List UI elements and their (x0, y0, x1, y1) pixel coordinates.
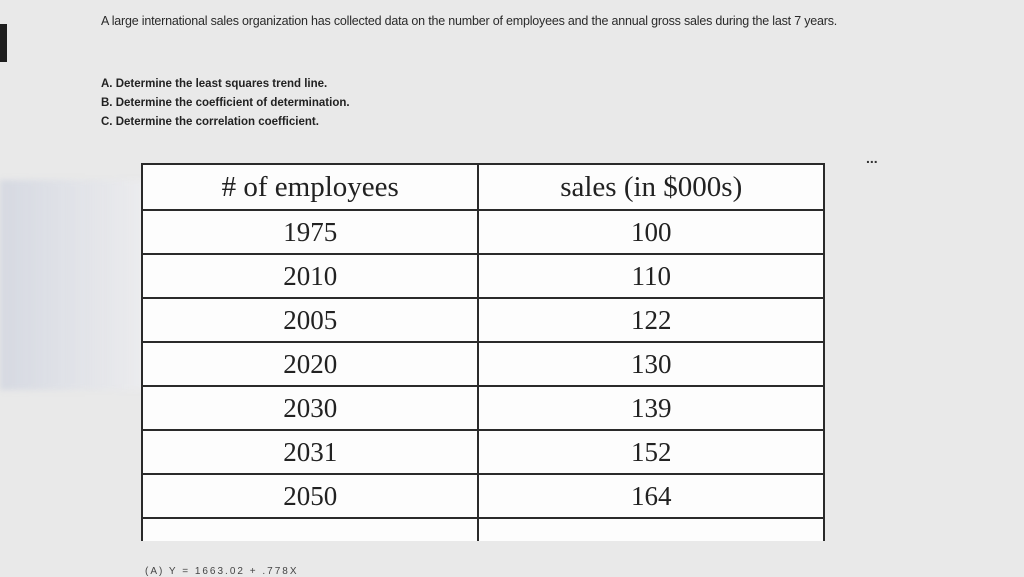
table-row: 1975 100 (140, 209, 825, 255)
screen-glare (0, 180, 150, 390)
task-a: A. Determine the least squares trend lin… (101, 78, 328, 90)
employees-cell: 2005 (140, 297, 480, 343)
header-employees: # of employees (140, 163, 480, 211)
task-c: C. Determine the correlation coefficient… (101, 116, 319, 128)
table-empty-row (140, 517, 825, 541)
sales-cell: 152 (477, 429, 825, 475)
data-table-container: # of employees sales (in $000s) 1975 100… (140, 163, 825, 541)
sales-cell: 130 (477, 341, 825, 387)
employees-cell: 2030 (140, 385, 480, 431)
employees-cell: 2010 (140, 253, 480, 299)
partial-answer-text: (A) Y = 1663.02 + .778X (145, 566, 299, 577)
table-row: 2005 122 (140, 297, 825, 343)
sales-cell: 110 (477, 253, 825, 299)
left-edge-bar (0, 24, 7, 62)
sales-cell: 164 (477, 473, 825, 519)
table-row: 2031 152 (140, 429, 825, 475)
table-row: 2010 110 (140, 253, 825, 299)
employees-cell: 2031 (140, 429, 480, 475)
employees-cell: 2020 (140, 341, 480, 387)
empty-cell (477, 517, 825, 541)
table-row: 2050 164 (140, 473, 825, 519)
question-intro: A large international sales organization… (101, 14, 838, 28)
table-header-row: # of employees sales (in $000s) (140, 163, 825, 211)
more-options-icon[interactable]: ... (866, 150, 878, 166)
task-b: B. Determine the coefficient of determin… (101, 97, 350, 109)
employees-cell: 1975 (140, 209, 480, 255)
sales-cell: 100 (477, 209, 825, 255)
empty-cell (140, 517, 480, 541)
sales-cell: 139 (477, 385, 825, 431)
header-sales: sales (in $000s) (477, 163, 825, 211)
task-list: A. Determine the least squares trend lin… (101, 75, 350, 132)
sales-cell: 122 (477, 297, 825, 343)
table-row: 2020 130 (140, 341, 825, 387)
employees-cell: 2050 (140, 473, 480, 519)
employees-sales-table: # of employees sales (in $000s) 1975 100… (140, 163, 825, 541)
table-row: 2030 139 (140, 385, 825, 431)
